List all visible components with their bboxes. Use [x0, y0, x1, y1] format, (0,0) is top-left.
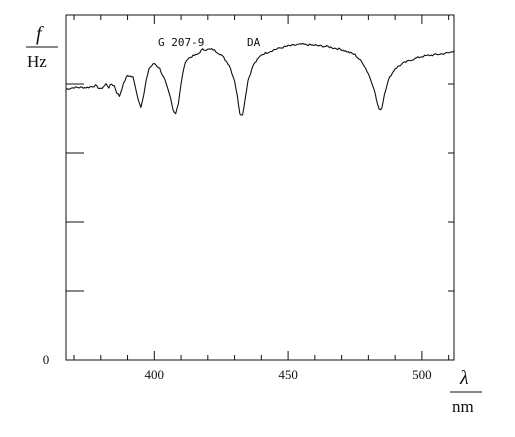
spectral-type-annotation: DA: [247, 36, 261, 49]
spectrum-line: [65, 42, 455, 116]
x-axis-unit: nm: [452, 397, 474, 416]
plot-frame: [65, 14, 455, 361]
x-axis-label: λ: [459, 367, 469, 389]
star-name-annotation: G 207-9: [158, 36, 204, 49]
x-tick-label: 500: [412, 367, 432, 382]
tick-labels: 400 450 500 0: [43, 352, 432, 382]
x-tick-label: 450: [278, 367, 298, 382]
y-axis-unit: Hz: [27, 52, 47, 71]
axis-ticks: [66, 15, 454, 360]
x-tick-label: 400: [145, 367, 165, 382]
y-tick-label: 0: [43, 352, 50, 367]
y-axis-label: f: [36, 23, 44, 45]
